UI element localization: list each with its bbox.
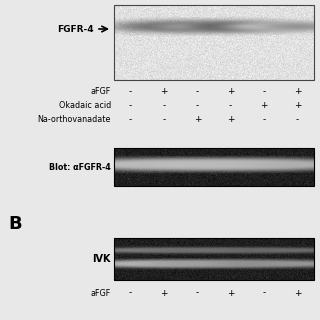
Text: -: - (296, 116, 299, 124)
Text: +: + (293, 87, 301, 97)
Text: -: - (129, 87, 132, 97)
Bar (114, 5, 314, 80)
Text: aFGF: aFGF (91, 87, 111, 97)
Text: -: - (196, 101, 199, 110)
Text: -: - (262, 116, 266, 124)
Text: +: + (293, 289, 301, 298)
Text: +: + (194, 116, 201, 124)
Text: Blot: αFGFR-4: Blot: αFGFR-4 (49, 163, 111, 172)
Bar (114, 238, 314, 280)
Text: +: + (227, 116, 235, 124)
Text: Na-orthovanadate: Na-orthovanadate (38, 116, 111, 124)
Text: Okadaic acid: Okadaic acid (59, 101, 111, 110)
Text: +: + (293, 101, 301, 110)
Text: IVK: IVK (92, 254, 111, 264)
Text: -: - (129, 101, 132, 110)
Text: -: - (129, 289, 132, 298)
Text: -: - (229, 101, 232, 110)
Text: aFGF: aFGF (91, 289, 111, 298)
Text: +: + (227, 289, 235, 298)
Text: -: - (262, 87, 266, 97)
Text: -: - (162, 116, 166, 124)
Text: -: - (262, 289, 266, 298)
Text: +: + (160, 87, 168, 97)
Text: +: + (260, 101, 268, 110)
Text: FGFR-4: FGFR-4 (57, 25, 94, 34)
Text: +: + (160, 289, 168, 298)
Text: +: + (227, 87, 235, 97)
Bar (114, 148, 314, 186)
Text: -: - (196, 289, 199, 298)
Text: -: - (162, 101, 166, 110)
Text: -: - (196, 87, 199, 97)
Text: -: - (129, 116, 132, 124)
Text: B: B (8, 215, 22, 233)
